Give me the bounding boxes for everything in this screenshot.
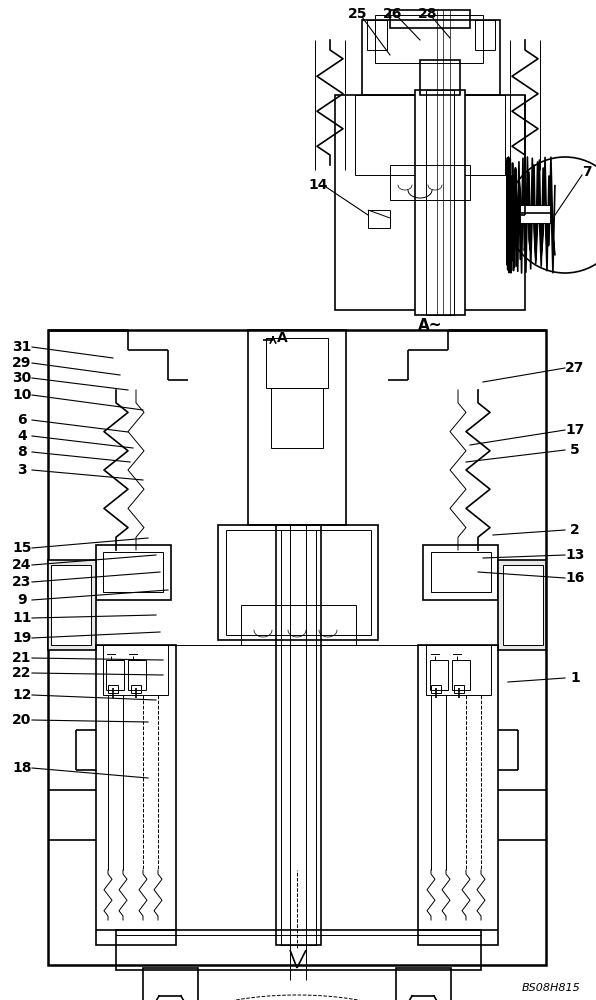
- Text: 17: 17: [566, 423, 585, 437]
- Text: 27: 27: [566, 361, 585, 375]
- Bar: [390, 165, 470, 200]
- Bar: [375, 15, 483, 63]
- Bar: [362, 20, 500, 95]
- Text: 23: 23: [13, 575, 32, 589]
- Bar: [143, 968, 198, 1000]
- Bar: [503, 565, 543, 645]
- Bar: [108, 685, 118, 693]
- Bar: [48, 330, 546, 965]
- Text: 29: 29: [13, 356, 32, 370]
- Text: 31: 31: [13, 340, 32, 354]
- Text: 9: 9: [17, 593, 27, 607]
- Text: BS08H815: BS08H815: [522, 983, 580, 993]
- Text: 24: 24: [13, 558, 32, 572]
- Bar: [271, 388, 323, 448]
- Text: 1: 1: [570, 671, 580, 685]
- Text: 16: 16: [566, 571, 585, 585]
- Bar: [390, 10, 470, 28]
- Text: 14: 14: [308, 178, 328, 192]
- Text: 20: 20: [13, 713, 32, 727]
- Text: 8: 8: [17, 445, 27, 459]
- Bar: [335, 95, 525, 310]
- Text: A~: A~: [418, 318, 442, 332]
- Bar: [426, 645, 491, 695]
- Text: 3: 3: [17, 463, 27, 477]
- Bar: [96, 645, 176, 945]
- Bar: [51, 565, 91, 645]
- Bar: [415, 90, 465, 315]
- Bar: [266, 338, 328, 388]
- Bar: [281, 530, 316, 945]
- Bar: [103, 552, 163, 592]
- Text: A: A: [277, 331, 288, 345]
- Bar: [355, 95, 505, 175]
- Bar: [103, 645, 168, 695]
- Bar: [276, 525, 321, 945]
- Bar: [475, 20, 495, 50]
- Text: 10: 10: [13, 388, 32, 402]
- Text: 28: 28: [418, 7, 437, 21]
- Text: 18: 18: [13, 761, 32, 775]
- Text: 26: 26: [383, 7, 403, 21]
- Bar: [218, 525, 378, 640]
- Bar: [116, 930, 481, 970]
- Bar: [430, 660, 448, 690]
- Bar: [48, 560, 96, 650]
- Bar: [423, 545, 498, 600]
- Text: 5: 5: [570, 443, 580, 457]
- Bar: [131, 685, 141, 693]
- Bar: [396, 968, 451, 1000]
- Bar: [248, 330, 346, 525]
- Bar: [426, 90, 454, 315]
- Text: 11: 11: [13, 611, 32, 625]
- Text: 12: 12: [13, 688, 32, 702]
- Bar: [452, 660, 470, 690]
- Text: 21: 21: [13, 651, 32, 665]
- Text: 15: 15: [13, 541, 32, 555]
- Bar: [418, 645, 498, 945]
- Text: 4: 4: [17, 429, 27, 443]
- Bar: [431, 685, 441, 693]
- Text: 2: 2: [570, 523, 580, 537]
- Bar: [96, 545, 171, 600]
- Bar: [367, 20, 387, 50]
- Text: 25: 25: [348, 7, 368, 21]
- Bar: [128, 660, 146, 690]
- Bar: [431, 552, 491, 592]
- Text: 19: 19: [13, 631, 32, 645]
- Bar: [420, 60, 460, 95]
- Text: 7: 7: [582, 165, 592, 179]
- Bar: [368, 210, 390, 228]
- Text: 13: 13: [566, 548, 585, 562]
- Text: 22: 22: [13, 666, 32, 680]
- Bar: [520, 205, 550, 223]
- Bar: [106, 660, 124, 690]
- Bar: [498, 560, 546, 650]
- Bar: [454, 685, 464, 693]
- Text: 6: 6: [17, 413, 27, 427]
- Text: 30: 30: [13, 371, 32, 385]
- Bar: [241, 605, 356, 645]
- Bar: [226, 530, 371, 635]
